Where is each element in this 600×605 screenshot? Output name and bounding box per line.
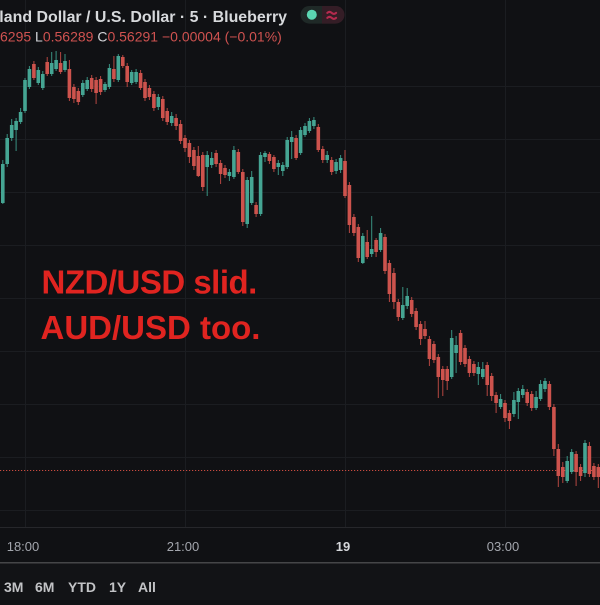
- svg-text:19: 19: [336, 539, 350, 554]
- svg-text:YTD: YTD: [68, 579, 96, 595]
- svg-text:3M: 3M: [4, 579, 23, 595]
- svg-text:6295 L0.56289 C0.56291 −0.0000: 6295 L0.56289 C0.56291 −0.00004 (−0.01%): [0, 29, 282, 45]
- svg-text:All: All: [138, 579, 156, 595]
- svg-text:6M: 6M: [35, 579, 54, 595]
- svg-text:21:00: 21:00: [167, 539, 200, 554]
- svg-text:AUD/USD too.: AUD/USD too.: [41, 309, 261, 346]
- svg-text:NZD/USD slid.: NZD/USD slid.: [42, 264, 257, 301]
- svg-text:18:00: 18:00: [7, 539, 40, 554]
- svg-text:land Dollar / U.S. Dollar · 5: land Dollar / U.S. Dollar · 5 · Blueberr…: [0, 9, 287, 26]
- svg-text:1Y: 1Y: [109, 579, 127, 595]
- svg-text:03:00: 03:00: [487, 539, 520, 554]
